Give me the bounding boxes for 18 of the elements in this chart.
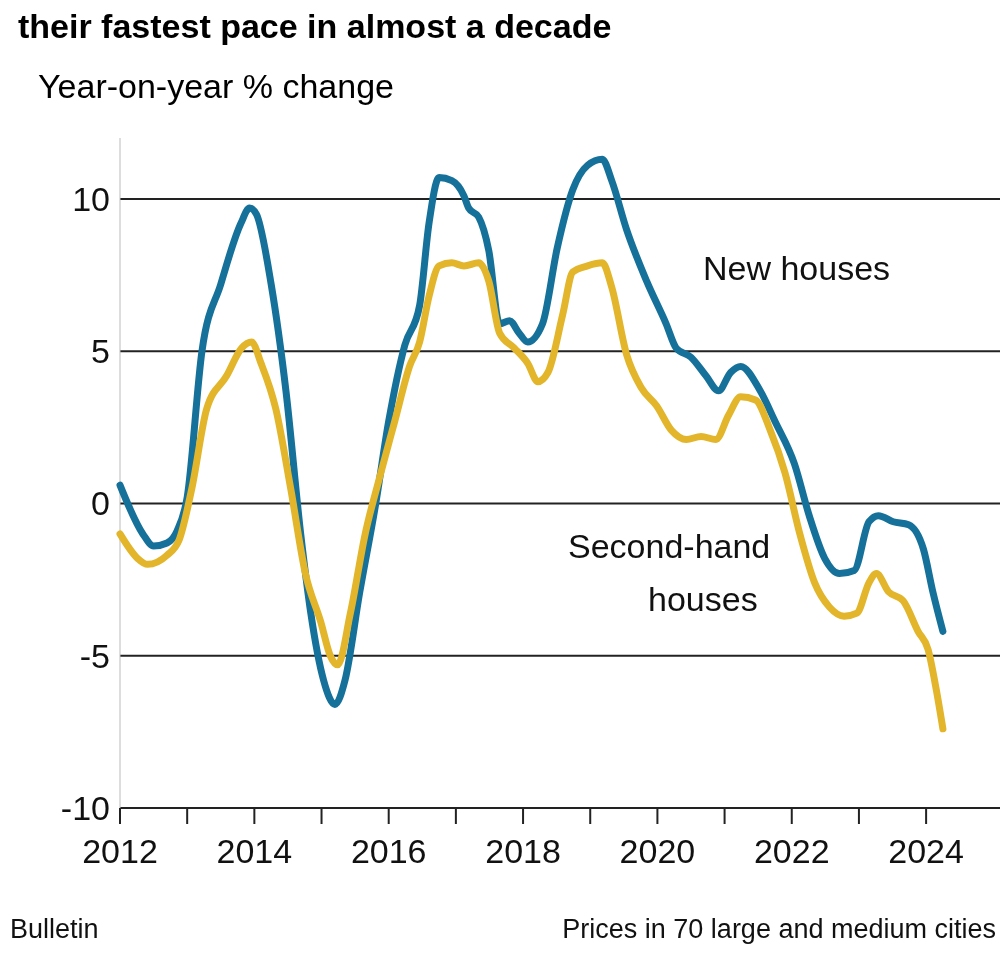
x-tick-label: 2020 [619,832,696,870]
y-tick-label: -5 [79,636,110,675]
x-tick-label: 2014 [216,832,293,870]
x-tick-label: 2012 [82,832,158,870]
y-tick-label: 0 [91,484,110,523]
y-tick-label: 10 [72,179,110,218]
x-tick-label: 2018 [485,832,561,870]
y-axis-title: Year-on-year % change [38,67,394,105]
text: Prices in 70 large and medium cities [562,914,996,944]
x-tick-label: 2016 [350,832,427,870]
text: Bulletin [10,914,99,944]
series-label: New houses [703,249,891,287]
series-label: Second-hand houses [568,527,771,618]
y-tick-label: 5 [91,332,110,371]
y-tick-label: -10 [60,788,110,827]
x-tick-label: 2024 [888,832,964,870]
x-tick-label: 2022 [753,832,830,870]
chart-title: their fastest pace in almost a decade [18,7,612,45]
